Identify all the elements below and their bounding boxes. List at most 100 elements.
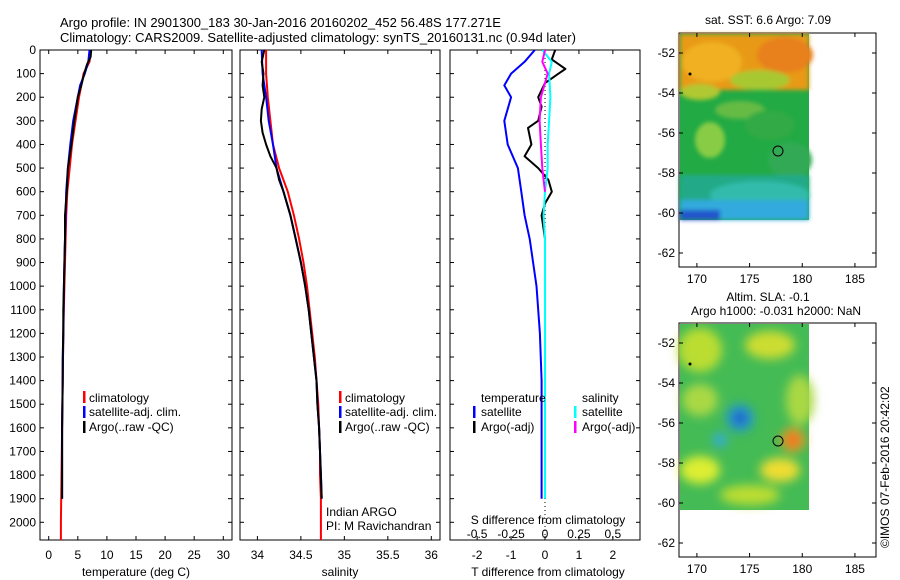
- map-y-tick-label: -58: [658, 456, 676, 470]
- s-diff-tick-label: 0.5: [605, 527, 622, 541]
- map-x-tick-label: 180: [792, 272, 812, 286]
- sla-map-title-line1: Altim. SLA: -0.1: [726, 290, 810, 304]
- x-tick-label: 1: [576, 548, 583, 562]
- x-tick-label: 35: [338, 548, 352, 562]
- depth-tick-label: 500: [16, 161, 36, 175]
- map-y-tick-label: -56: [658, 416, 676, 430]
- depth-tick-label: 1300: [9, 350, 36, 364]
- map-x-tick-label: 185: [845, 272, 865, 286]
- salinity-series-group: [259, 50, 323, 540]
- series-line-temperature-satellite: [503, 50, 543, 499]
- map-y-tick-label: -56: [658, 126, 676, 140]
- s-difference-xlabel: S difference from climatology: [471, 513, 626, 527]
- legend-argo-raw: Argo(..raw -QC): [89, 420, 174, 434]
- legend-swatch-t-satellite: [473, 406, 476, 418]
- map-x-tick-label: 175: [740, 272, 760, 286]
- series-line-argo-raw-qc: [61, 50, 93, 499]
- x-tick-label: 30: [217, 548, 231, 562]
- x-tick-label: 0: [45, 548, 52, 562]
- lines-layer: [59, 50, 567, 540]
- series-line-argo-raw-qc: [259, 50, 323, 499]
- legend-swatch-climatology: [83, 391, 86, 403]
- map-y-tick-label: -52: [658, 336, 676, 350]
- map-y-tick-label: -54: [658, 376, 676, 390]
- legend-climatology: climatology: [345, 391, 405, 405]
- map-x-tick-label: 170: [687, 562, 707, 576]
- map-y-tick-label: -52: [658, 46, 676, 60]
- legend-satellite-adj: satellite-adj. clim.: [345, 405, 437, 419]
- depth-tick-label: 600: [16, 185, 36, 199]
- map-y-tick-label: -60: [658, 206, 676, 220]
- x-tick-label: -2: [472, 548, 483, 562]
- map-x-tick-label: 175: [740, 562, 760, 576]
- sla-small-marker: [688, 362, 692, 366]
- legend-t-satellite: satellite: [481, 405, 522, 419]
- legend-s-satellite: satellite: [582, 405, 623, 419]
- depth-tick-label: 1600: [9, 421, 36, 435]
- s-diff-tick-label: 0.25: [567, 527, 591, 541]
- map-y-tick-label: -58: [658, 166, 676, 180]
- sst-map-axes: 170 175 180 185 -52 -54 -56 -58 -60 -62: [658, 33, 876, 286]
- x-tick-label: 2: [610, 548, 617, 562]
- legend-climatology: climatology: [89, 391, 149, 405]
- sla-argo-marker: [772, 435, 784, 447]
- salinity-xlabel: salinity: [322, 565, 359, 579]
- depth-tick-label: 2000: [9, 515, 36, 529]
- map-x-tick-label: 170: [687, 272, 707, 286]
- temperature-panel: [39, 49, 233, 541]
- depth-tick-label: 1200: [9, 326, 36, 340]
- legend-swatch-argo: [339, 421, 342, 433]
- depth-tick-label: 1400: [9, 374, 36, 388]
- x-tick-label: 15: [129, 548, 143, 562]
- s-diff-tick-label: -0.25: [497, 527, 525, 541]
- temperature-series-group: [59, 50, 93, 540]
- depth-tick-label: 1500: [9, 397, 36, 411]
- series-line-salinity-satellite: [541, 50, 553, 499]
- x-tick-label: 5: [74, 548, 81, 562]
- legend-swatch-satellite: [83, 406, 86, 418]
- source-institution: Indian ARGO: [326, 505, 397, 519]
- legend-argo-raw: Argo(..raw -QC): [345, 420, 430, 434]
- depth-tick-label: 800: [16, 232, 36, 246]
- depth-tick-label: 1800: [9, 468, 36, 482]
- legend-t-argo: Argo(-adj): [481, 420, 534, 434]
- sla-map-title-line2: Argo h1000: -0.031 h2000: NaN: [691, 304, 861, 318]
- sst-small-marker: [688, 72, 692, 76]
- legend-satellite-adj: satellite-adj. clim.: [89, 405, 181, 419]
- x-tick-label: 34: [251, 548, 265, 562]
- legend-salinity-heading: salinity: [582, 391, 619, 405]
- depth-tick-label: 1700: [9, 444, 36, 458]
- x-tick-label: 36: [425, 548, 439, 562]
- depth-tick-label: 400: [16, 137, 36, 151]
- depth-tick-label: 0: [29, 43, 36, 57]
- x-tick-label: 35.5: [376, 548, 400, 562]
- legend-swatch-s-argo: [574, 421, 577, 433]
- depth-tick-label: 300: [16, 114, 36, 128]
- t-difference-xlabel: T difference from climatology: [471, 565, 625, 579]
- x-tick-label: 10: [100, 548, 114, 562]
- legend-swatch-argo: [83, 421, 86, 433]
- map-y-tick-label: -54: [658, 86, 676, 100]
- depth-tick-label: 700: [16, 208, 36, 222]
- map-x-tick-label: 185: [845, 562, 865, 576]
- temperature-legend: climatology satellite-adj. clim. Argo(..…: [83, 391, 181, 434]
- sst-map-title: sat. SST: 6.6 Argo: 7.09: [705, 13, 831, 27]
- depth-tick-label: 900: [16, 256, 36, 270]
- depth-tick-label: 100: [16, 67, 36, 81]
- x-tick-label: -1: [506, 548, 517, 562]
- watermark-timestamp: ©IMOS 07-Feb-2016 20:42:02: [878, 386, 892, 548]
- x-tick-label: 0: [542, 548, 549, 562]
- x-tick-label: 20: [158, 548, 172, 562]
- sst-argo-marker: [772, 145, 784, 157]
- depth-tick-label: 200: [16, 90, 36, 104]
- depth-tick-label: 1900: [9, 492, 36, 506]
- legend-swatch-climatology: [339, 391, 342, 403]
- temperature-xlabel: temperature (deg C): [82, 565, 190, 579]
- depth-tick-label: 1000: [9, 279, 36, 293]
- sst-map-image: [680, 34, 813, 220]
- x-tick-label: 25: [188, 548, 202, 562]
- sla-map-image: [678, 324, 814, 510]
- map-y-tick-label: -60: [658, 496, 676, 510]
- salinity-panel: [239, 49, 441, 541]
